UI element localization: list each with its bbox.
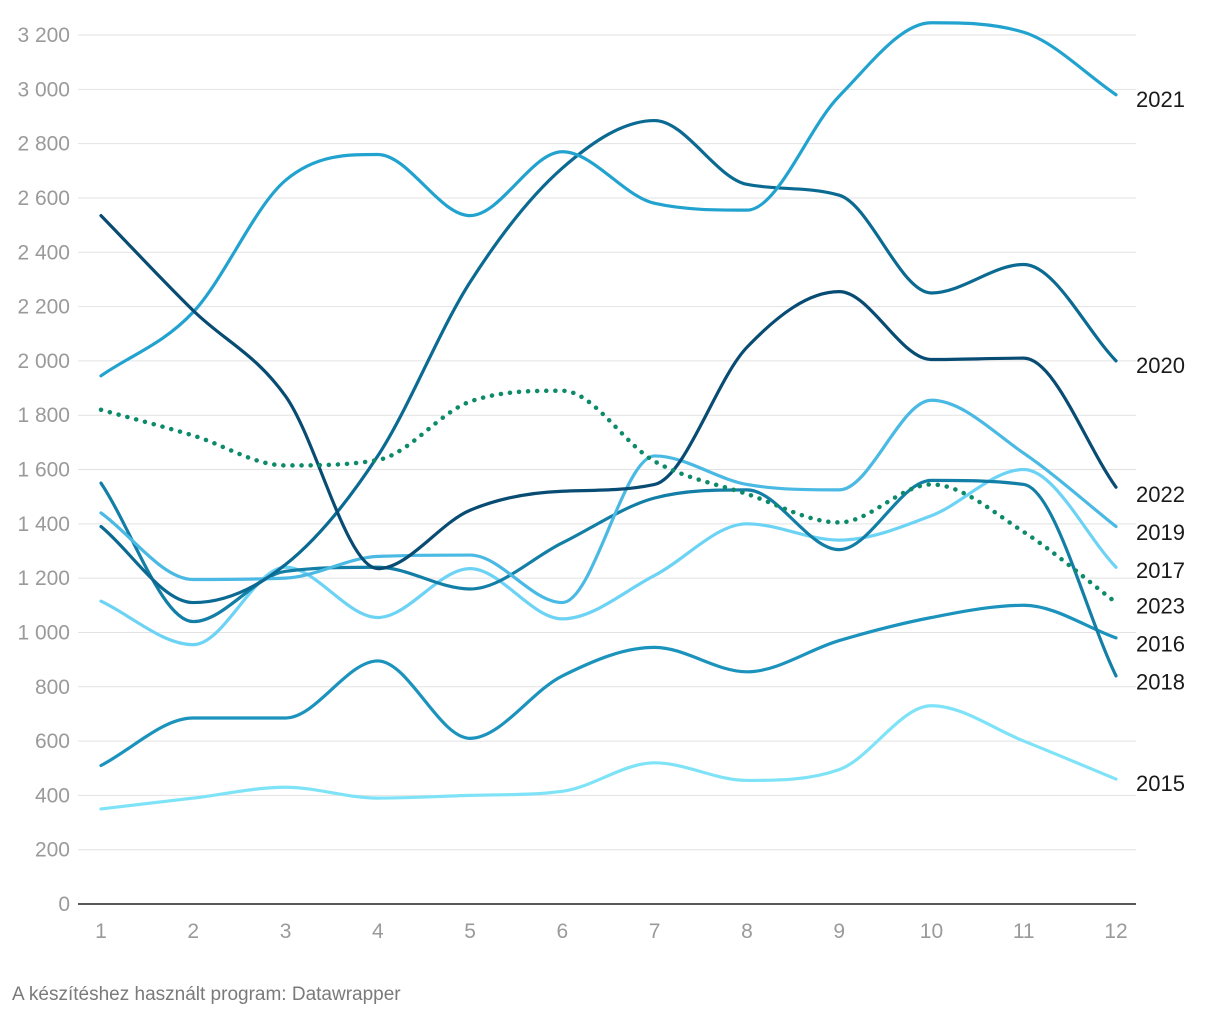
y-tick-label: 3 200: [17, 24, 70, 47]
x-tick-label: 10: [920, 920, 943, 943]
x-tick-label: 3: [280, 920, 292, 943]
y-tick-label: 3 000: [17, 78, 70, 101]
source-credit: A készítéshez használt program: Datawrap…: [12, 984, 401, 1005]
series-lines: [98, 21, 1119, 811]
series-line-2017: [99, 467, 1118, 647]
y-tick-label: 1 800: [17, 404, 70, 427]
series-label-2017: 2017: [1136, 558, 1185, 583]
y-tick-label: 2 800: [17, 133, 70, 156]
x-tick-label: 9: [833, 920, 845, 943]
series-label-2016: 2016: [1136, 631, 1185, 656]
x-tick-label: 7: [649, 920, 661, 943]
y-axis-tick-labels: 0 200 400 600 800 1 000 1 200 1 400 1 600 1 800 2 …: [17, 24, 70, 916]
series-label-2021: 2021: [1136, 87, 1185, 112]
x-tick-label: 6: [557, 920, 569, 943]
series-line-2015: [99, 704, 1118, 811]
series-line-2019: [99, 398, 1118, 605]
y-tick-label: 200: [35, 839, 70, 862]
y-tick-label: 1 200: [17, 567, 70, 590]
series-label-2020: 2020: [1136, 353, 1185, 378]
y-tick-label: 2 000: [17, 350, 70, 373]
y-tick-label: 600: [35, 730, 70, 753]
y-tick-label: 1 400: [17, 513, 70, 536]
series-label-2015: 2015: [1136, 771, 1185, 796]
y-tick-label: 800: [35, 676, 70, 699]
y-tick-label: 400: [35, 784, 70, 807]
x-tick-label: 1: [95, 920, 107, 943]
series-label-2019: 2019: [1136, 520, 1185, 545]
series-line-2020: [99, 118, 1118, 605]
series-end-labels: 2021 2020 2022 2019 2017 2023 2016 2018 2015: [1136, 87, 1185, 796]
x-tick-label: 5: [464, 920, 476, 943]
series-label-2023: 2023: [1136, 593, 1185, 618]
y-tick-label: 0: [58, 893, 70, 916]
y-tick-label: 2 200: [17, 296, 70, 319]
gridlines: [78, 34, 1136, 905]
x-tick-label: 11: [1013, 920, 1035, 943]
series-label-2018: 2018: [1136, 669, 1185, 694]
series-line-2016: [99, 603, 1118, 768]
y-tick-label: 1 600: [17, 459, 70, 482]
y-tick-label: 1 000: [17, 621, 70, 644]
y-tick-label: 2 600: [17, 187, 70, 210]
series-line-2021: [99, 21, 1118, 378]
x-tick-label: 4: [372, 920, 384, 943]
x-axis-tick-labels: 1 2 3 4 5 6 7 8 9 10 11 12: [95, 920, 1128, 943]
x-tick-label: 8: [741, 920, 753, 943]
series-line-2022: [99, 213, 1118, 571]
y-tick-label: 2 400: [17, 241, 70, 264]
series-label-2022: 2022: [1136, 482, 1185, 507]
series-line-2023: [98, 388, 1119, 605]
x-tick-label: 12: [1104, 920, 1127, 943]
x-tick-label: 2: [187, 920, 199, 943]
